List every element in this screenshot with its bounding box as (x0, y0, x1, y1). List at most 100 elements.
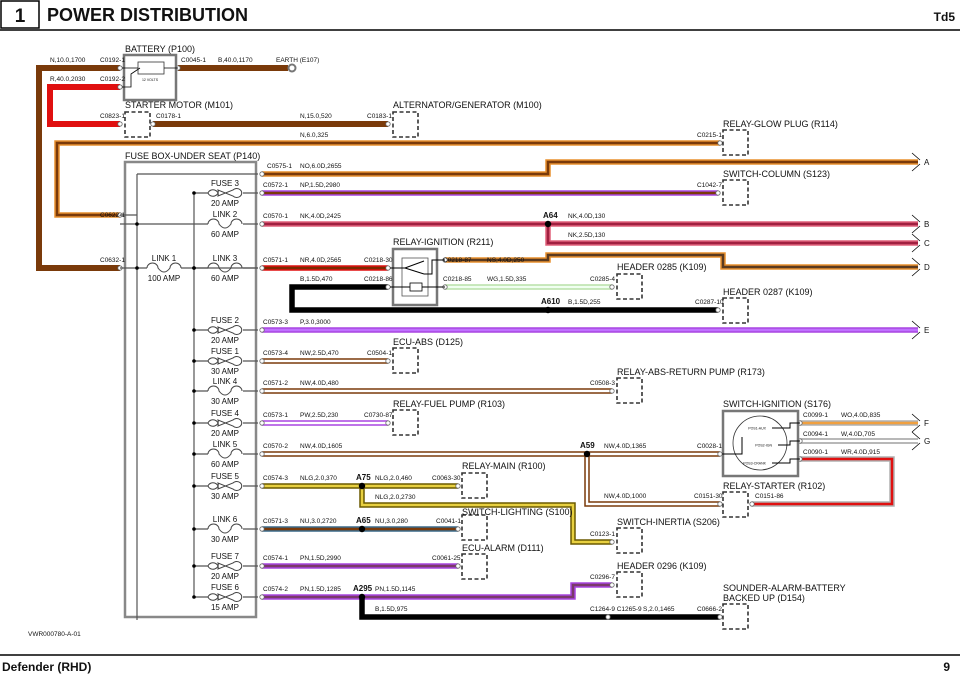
relay-main-box (461, 472, 488, 499)
wire-label: PW,2.5D,230 (300, 412, 339, 419)
header-0296-box (616, 571, 643, 598)
off-page-label: B (924, 220, 929, 229)
fuse-rating: 30 AMP (211, 535, 239, 544)
wire-starter-feed (47, 84, 120, 127)
wire-label: B,1.5D,255 (568, 299, 601, 306)
connector-pin (259, 526, 265, 532)
drawing-ref: VWR000780-A-01 (28, 631, 81, 638)
component-label: HEADER 0285 (K109) (617, 262, 707, 272)
relay-fuel-pump-box (392, 409, 419, 436)
fuse-rating: 100 AMP (148, 274, 180, 283)
connector-pin (259, 563, 265, 569)
connector-label: C0285-4 (590, 276, 615, 283)
wire-label: NK,2.5D,130 (568, 232, 606, 239)
fuse-name: FUSE 5 (211, 472, 240, 481)
engine-label: Td5 (934, 10, 956, 24)
wire-label: NU,3.0,280 (375, 518, 408, 525)
wire-label: NW,2.5D,470 (300, 350, 339, 357)
switch-lighting-box (461, 514, 488, 541)
connector-pin (609, 284, 615, 290)
component-label: SWITCH-LIGHTING (S100) (462, 507, 573, 517)
connector-pin (259, 327, 265, 333)
fuse-name: FUSE 4 (211, 409, 240, 418)
wire-battery-feed (36, 65, 120, 271)
component-label: ECU-ALARM (D111) (462, 543, 544, 553)
connector-label: C0504-1 (367, 350, 392, 357)
battery-cell-icon (137, 61, 165, 75)
fusible-link-icon (207, 262, 243, 273)
fusible-link-icon (207, 523, 243, 534)
connector-pin (259, 265, 265, 271)
connector-label: C0218-85 (443, 276, 472, 283)
component-label: RELAY-GLOW PLUG (R114) (723, 119, 838, 129)
splice-a65 (358, 525, 366, 533)
connector-label: C0574-1 (263, 555, 288, 562)
battery-volts: 12 VOLTS (142, 78, 159, 82)
wires: A B C D E FG (36, 63, 930, 620)
connector-pin (609, 582, 615, 588)
splice-a64 (544, 220, 552, 228)
fuse-rating: 20 AMP (211, 572, 239, 581)
connector-pin (259, 594, 265, 600)
off-page-label: D (924, 263, 930, 272)
wire-nlg-inertia (359, 486, 612, 545)
fuse-name: LINK 5 (213, 440, 238, 449)
fuse-name: FUSE 1 (211, 347, 240, 356)
connector-label: C0045-1 (181, 57, 206, 64)
off-page-connector-f: F (911, 413, 929, 433)
wire-label: W,4.0D,705 (841, 431, 875, 438)
wire-b-975 (359, 597, 720, 620)
splice-label: A610 (541, 297, 561, 306)
relay-glow-plug-box (722, 129, 749, 156)
switch-ignition-box (721, 409, 800, 478)
connector-label: C0123-1 (590, 531, 615, 538)
wire-pn-1285 (262, 582, 612, 600)
off-page-connector-a: A (911, 152, 930, 172)
wire-label: PN,1.5D,1285 (300, 586, 341, 593)
connector-label: C0573-1 (263, 412, 288, 419)
connector-label: C0151-30 (694, 493, 723, 500)
page-number-box (0, 0, 40, 29)
component-label: BATTERY (P100) (125, 44, 195, 54)
connector-label: C0575-1 (267, 163, 292, 170)
connector-label: C0151-86 (755, 493, 784, 500)
component-label: BACKED UP (D154) (723, 593, 805, 603)
fuse-rating: 20 AMP (211, 429, 239, 438)
fuse-box: FUSE 3 20 AMP LINK 2 60 AMP LINK 1 100 AMP LIN… (120, 160, 258, 620)
wire-glow-plug (54, 140, 720, 218)
connector-pin (749, 501, 755, 507)
ignition-position-label: POS2-IGN (755, 444, 772, 448)
wire-label: NR,4.0D,2565 (300, 257, 342, 264)
splice-a610 (544, 306, 552, 314)
fusible-link-icon (207, 448, 243, 459)
fuse-fuse-1: FUSE 1 30 AMP (192, 347, 258, 376)
component-label: SOUNDER-ALARM-BATTERY (723, 583, 846, 593)
wire-label: R,40.0,2030 (50, 76, 86, 83)
component-label: RELAY-FUEL PUMP (R103) (393, 399, 505, 409)
wire-label: NW,4.0D,480 (300, 380, 339, 387)
earth-icon (287, 63, 297, 73)
wire-label: S,2.0,1465 (643, 606, 675, 613)
off-page-connector-g: G (911, 431, 930, 451)
connector-pin (259, 420, 265, 426)
fuse-rating: 60 AMP (211, 230, 239, 239)
switch-inertia-box (616, 527, 643, 554)
component-label: HEADER 0296 (K109) (617, 561, 707, 571)
switch-column-box (722, 179, 749, 206)
component-label: FUSE BOX-UNDER SEAT (P140) (125, 151, 260, 161)
component-label: RELAY-MAIN (R100) (462, 461, 546, 471)
wire-label: N,10.0,1700 (50, 57, 86, 64)
fuse-rating: 30 AMP (211, 492, 239, 501)
connector-pin (259, 451, 265, 457)
fuse-rating: 60 AMP (211, 274, 239, 283)
connector-pin (455, 483, 461, 489)
battery-internal-wiring (122, 67, 178, 88)
fuse-link-6: LINK 6 30 AMP (192, 515, 258, 544)
wire-label: PN,1.5D,1145 (375, 586, 416, 593)
fuse-fuse-7: FUSE 7 20 AMP (192, 552, 258, 581)
off-page-connector-c: C (911, 233, 930, 253)
connector-label: C0570-1 (263, 213, 288, 220)
ignition-switch-contacts (722, 422, 800, 464)
connector-label: C0632-1 (100, 257, 125, 264)
connector-pin (717, 614, 723, 620)
